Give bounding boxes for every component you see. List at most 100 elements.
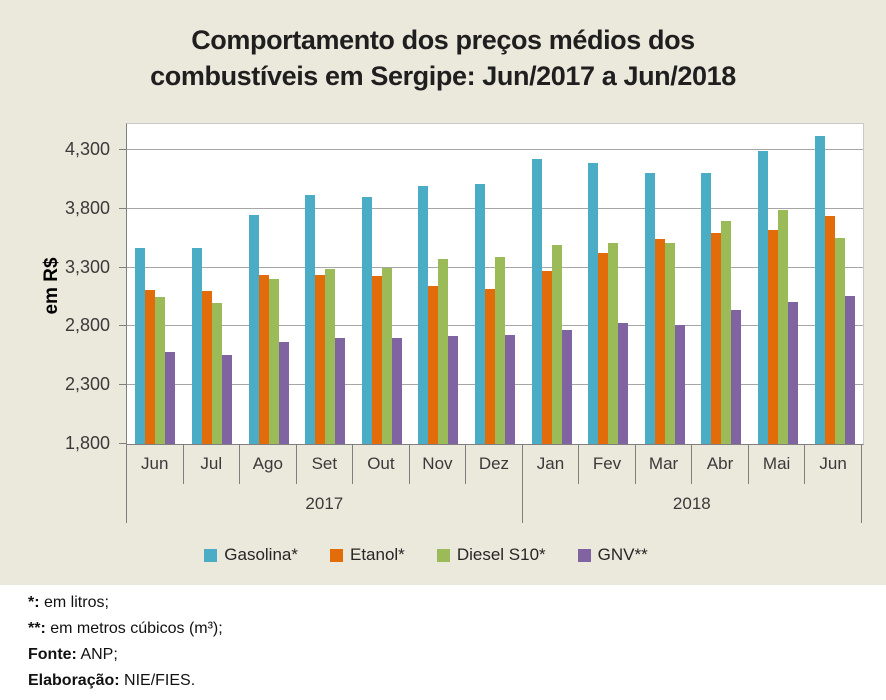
y-tick-mark-1800 (119, 443, 126, 444)
bar-diesels10-set-2017 (325, 268, 336, 444)
bar-gnv-ago-2017 (278, 341, 289, 444)
bar-gasolina-out-2017 (361, 196, 372, 444)
bar-etanol-fev-2018 (598, 253, 609, 444)
bar-group-fev-2018 (580, 124, 637, 444)
x-label-jun-2017: Jun (127, 444, 184, 484)
bar-etanol-out-2017 (371, 275, 382, 444)
legend-swatch-diesels10 (436, 548, 450, 562)
footnote-1-text: em litros; (39, 594, 109, 611)
legend-label-etanol: Etanol* (349, 545, 405, 564)
bar-diesels10-jan-2018 (551, 245, 562, 444)
bar-gnv-jun-2017 (165, 352, 176, 444)
bar-etanol-mai-2018 (768, 229, 778, 444)
bar-group-abr-2018 (693, 124, 750, 444)
y-tick-label-4300: 4,300 (64, 138, 110, 159)
bar-diesels10-jun-2018 (834, 238, 845, 444)
legend-swatch-gasolina (204, 548, 218, 562)
footnote-2-text: em metros cúbicos (m³); (45, 620, 223, 637)
bar-etanol-jul-2017 (201, 291, 212, 444)
y-tick-label-2800: 2,800 (64, 315, 110, 336)
bar-gnv-abr-2018 (731, 309, 742, 444)
legend-item-diesels10: Diesel S10* (436, 545, 546, 565)
bar-gnv-set-2017 (335, 338, 346, 444)
footnote-4-prefix: Elaboração: (28, 672, 120, 689)
bar-gasolina-mai-2018 (758, 151, 768, 444)
bar-group-nov-2017 (410, 124, 467, 444)
y-tick-label-1800: 1,800 (64, 433, 110, 453)
bar-etanol-ago-2017 (258, 274, 269, 444)
legend: Gasolina* Etanol* Diesel S10* GNV** (0, 542, 852, 568)
gridline-4300 (127, 148, 863, 150)
x-axis-year-row: 2017 2018 (126, 484, 862, 523)
bar-diesels10-fev-2018 (608, 242, 619, 444)
footnote-1: *: em litros; (28, 590, 223, 616)
bar-diesels10-ago-2017 (268, 279, 279, 444)
bar-group-jan-2018 (523, 124, 580, 444)
bar-group-mar-2018 (636, 124, 693, 444)
legend-label-diesels10: Diesel S10* (456, 545, 546, 564)
legend-item-etanol: Etanol* (329, 545, 405, 565)
y-tick-mark-4300 (119, 148, 126, 150)
bar-gasolina-jun-2018 (814, 135, 825, 444)
footnotes: *: em litros; **: em metros cúbicos (m³);… (28, 590, 223, 694)
bar-group-ago-2017 (240, 124, 297, 444)
bar-group-set-2017 (297, 124, 354, 444)
bar-gnv-jan-2018 (561, 329, 572, 444)
bar-diesels10-nov-2017 (438, 259, 449, 444)
x-label-jan-2018: Jan (523, 444, 580, 484)
y-tick-label-3800: 3,800 (64, 197, 110, 218)
bar-gnv-nov-2017 (448, 335, 459, 444)
bar-gnv-dez-2017 (504, 334, 515, 444)
bar-etanol-mar-2018 (654, 239, 665, 444)
chart-title: Comportamento dos preços médios dos comb… (0, 22, 886, 94)
y-tick-mark-3300 (119, 266, 126, 268)
legend-item-gasolina: Gasolina* (204, 545, 298, 565)
y-tick-label-2300: 2,300 (64, 374, 110, 395)
y-tick-label-3300: 3,300 (64, 256, 110, 277)
bar-group-jun-2017 (127, 124, 184, 444)
x-label-mar-2018: Mar (636, 444, 693, 484)
bar-gnv-mar-2018 (674, 325, 685, 444)
footnote-2: **: em metros cúbicos (m³); (28, 616, 223, 642)
bar-gasolina-set-2017 (305, 194, 316, 444)
bar-diesels10-abr-2018 (721, 220, 732, 444)
x-label-abr-2018: Abr (692, 444, 749, 484)
plot-area (126, 123, 864, 445)
bar-diesels10-jul-2017 (211, 302, 222, 444)
bar-gasolina-ago-2017 (248, 214, 259, 444)
x-label-fev-2018: Fev (579, 444, 636, 484)
bar-gnv-out-2017 (391, 338, 402, 444)
legend-item-gnv: GNV** (577, 545, 648, 565)
y-tick-mark-2800 (119, 325, 126, 327)
bar-etanol-set-2017 (315, 274, 326, 444)
bar-groups (127, 124, 863, 444)
bar-diesels10-jun-2017 (155, 296, 166, 444)
bar-gnv-fev-2018 (618, 322, 629, 444)
legend-label-gasolina: Gasolina* (224, 545, 298, 564)
bar-gasolina-jan-2018 (531, 159, 542, 444)
bar-diesels10-dez-2017 (494, 256, 505, 444)
bar-gasolina-jul-2017 (191, 247, 202, 444)
footnote-4-text: NIE/FIES. (119, 672, 196, 689)
bar-etanol-jun-2018 (824, 215, 835, 444)
x-label-jul-2017: Jul (184, 444, 241, 484)
x-label-ago-2017: Ago (240, 444, 297, 484)
bar-etanol-dez-2017 (484, 288, 495, 444)
x-label-set-2017: Set (297, 444, 354, 484)
bar-group-out-2017 (353, 124, 410, 444)
gridline-3800 (127, 207, 863, 209)
x-year-label-2017: 2017 (127, 484, 523, 523)
y-tick-mark-2300 (119, 384, 126, 386)
legend-swatch-gnv (577, 548, 591, 562)
bar-etanol-nov-2017 (428, 286, 439, 444)
footnote-2-prefix: **: (28, 620, 46, 637)
bar-group-mai-2018 (750, 124, 807, 444)
x-label-dez-2017: Dez (466, 444, 523, 484)
chart-title-line2: combustíveis em Sergipe: Jun/2017 a Jun/… (150, 61, 736, 91)
x-label-jun-2018: Jun (805, 444, 862, 484)
bar-etanol-abr-2018 (711, 233, 722, 444)
footnote-1-prefix: *: (28, 594, 40, 611)
x-label-mai-2018: Mai (749, 444, 806, 484)
x-year-label-2018: 2018 (523, 484, 862, 523)
